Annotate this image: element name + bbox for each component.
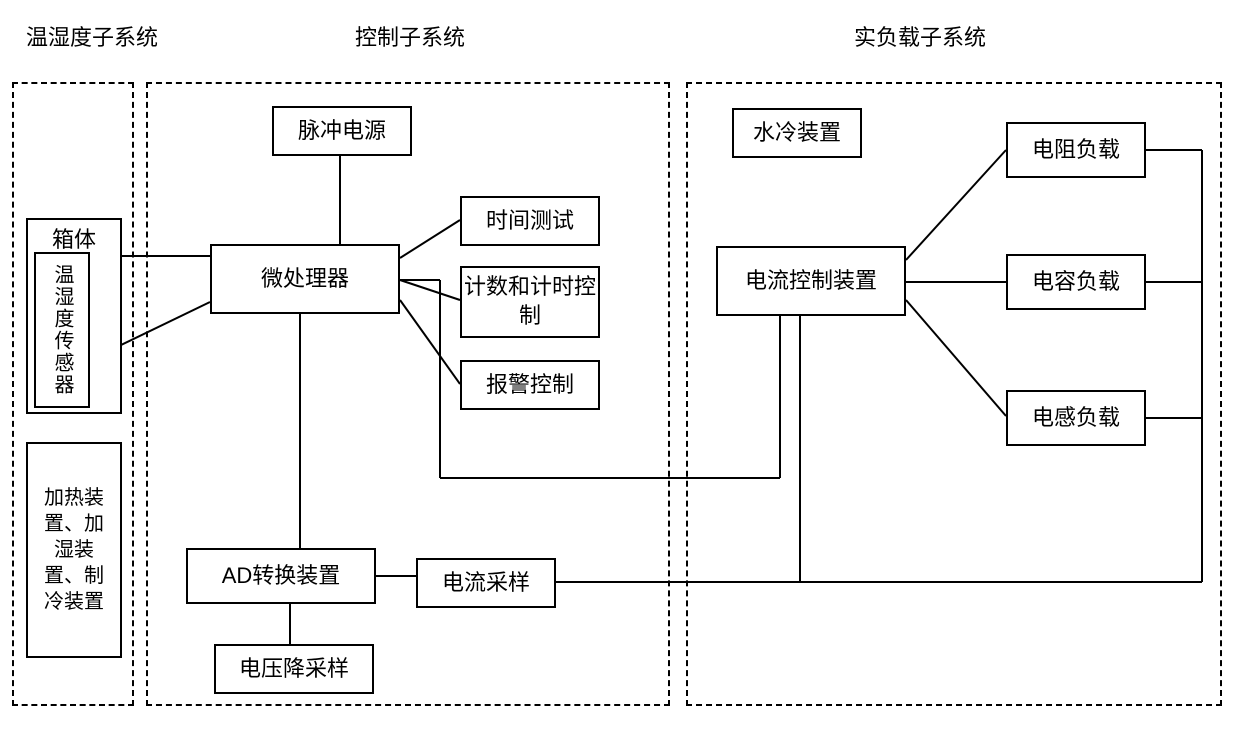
box-alarm-control: 报警控制 [460,360,600,410]
box-time-test: 时间测试 [460,196,600,246]
box-res-load: 电阻负载 [1006,122,1146,178]
box-current-ctrl: 电流控制装置 [716,246,906,316]
box-heater: 加热装置、加湿装置、制冷装置 [26,442,122,658]
title-temp-humidity: 温湿度子系统 [12,20,172,52]
title-load: 实负载子系统 [830,20,1010,52]
box-count-timer: 计数和计时控制 [460,266,600,338]
box-ad-converter: AD转换装置 [186,548,376,604]
box-th-sensor: 温湿度传感器 [34,252,90,408]
box-ind-load: 电感负载 [1006,390,1146,446]
box-voltage-sample: 电压降采样 [214,644,374,694]
box-microprocessor: 微处理器 [210,244,400,314]
box-water-cooler: 水冷装置 [732,108,862,158]
box-pulse-power: 脉冲电源 [272,106,412,156]
title-control: 控制子系统 [330,20,490,52]
box-cap-load: 电容负载 [1006,254,1146,310]
box-current-sample: 电流采样 [416,558,556,608]
